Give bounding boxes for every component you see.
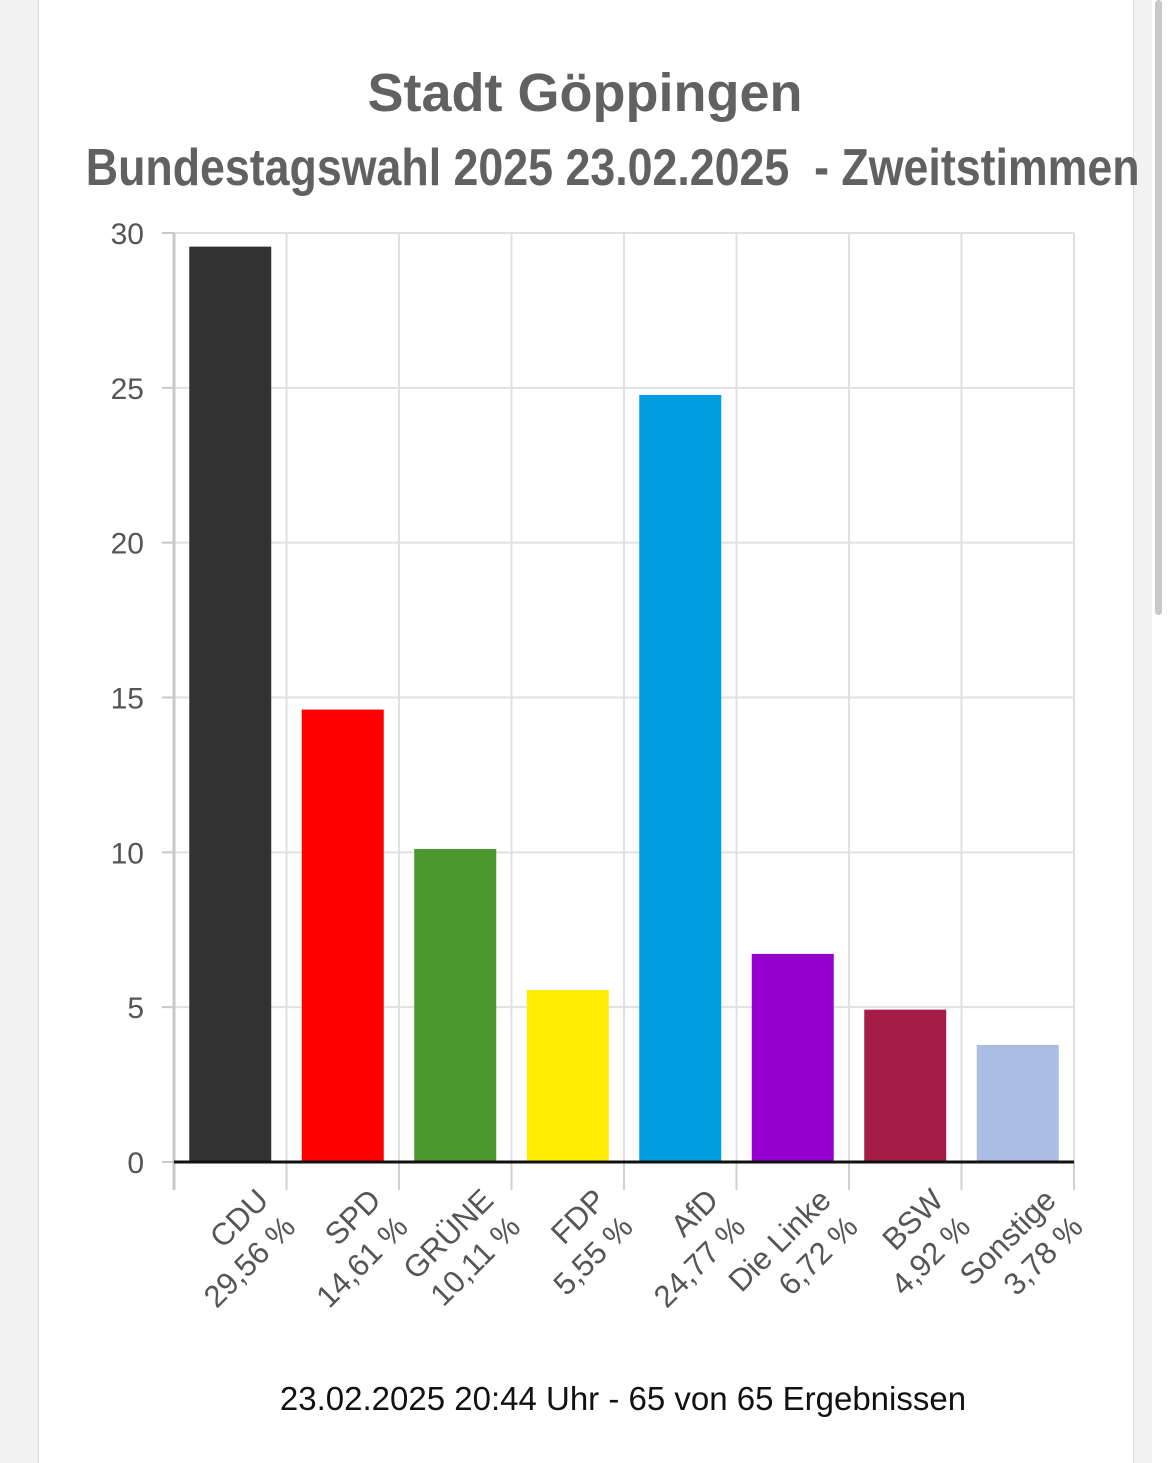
bar-cdu[interactable]: [189, 246, 272, 1162]
x-category-label: GRÜNE10,11 %: [396, 1182, 527, 1313]
x-category-label: FDP5,55 %: [520, 1182, 640, 1302]
x-category-label: AfD24,77 %: [620, 1182, 752, 1314]
y-tick-label: 25: [111, 373, 144, 406]
chart-subtitle: Bundestagswahl 2025 23.02.2025 - Zweitst…: [0, 138, 1170, 198]
bar-bsw[interactable]: [864, 1009, 947, 1162]
scrollbar-thumb[interactable]: [1155, 0, 1162, 615]
y-tick-label: 5: [127, 992, 144, 1025]
y-tick-label: 10: [111, 837, 144, 870]
x-category-label: SPD14,61 %: [283, 1182, 415, 1314]
chart-axes: [172, 233, 1075, 1190]
x-category-label: CDU29,56 %: [170, 1182, 302, 1314]
bar-sonstige[interactable]: [976, 1044, 1059, 1162]
chart-subtitle-text: Bundestagswahl 2025 23.02.2025 - Zweitst…: [85, 139, 1140, 197]
x-category-label: Sonstige3,78 %: [953, 1182, 1090, 1319]
bar-fdp[interactable]: [526, 990, 609, 1162]
bar-spd[interactable]: [301, 709, 384, 1162]
bar-die-linke[interactable]: [751, 953, 834, 1162]
chart-title: Stadt Göppingen: [367, 63, 803, 123]
x-category-label: BSW4,92 %: [857, 1182, 977, 1302]
x-category-label: Die Linke6,72 %: [722, 1182, 865, 1325]
bar-afd[interactable]: [639, 394, 722, 1162]
y-tick-label: 30: [111, 218, 144, 251]
y-tick-label: 15: [111, 683, 144, 716]
results-footer: 23.02.2025 20:44 Uhr - 65 von 65 Ergebni…: [279, 1380, 967, 1417]
y-axis-ticks: 0 5 10 15 20 25 30: [111, 218, 174, 1180]
y-tick-label: 20: [111, 528, 144, 561]
chart-bars: [189, 246, 1059, 1162]
chart-grid: [174, 232, 1075, 1162]
bar-grüne[interactable]: [414, 848, 497, 1162]
y-tick-label: 0: [127, 1147, 144, 1180]
x-axis-labels: CDU29,56 % SPD14,61 %GRÜNE10,11 % FDP5,55 …: [170, 1182, 1090, 1325]
